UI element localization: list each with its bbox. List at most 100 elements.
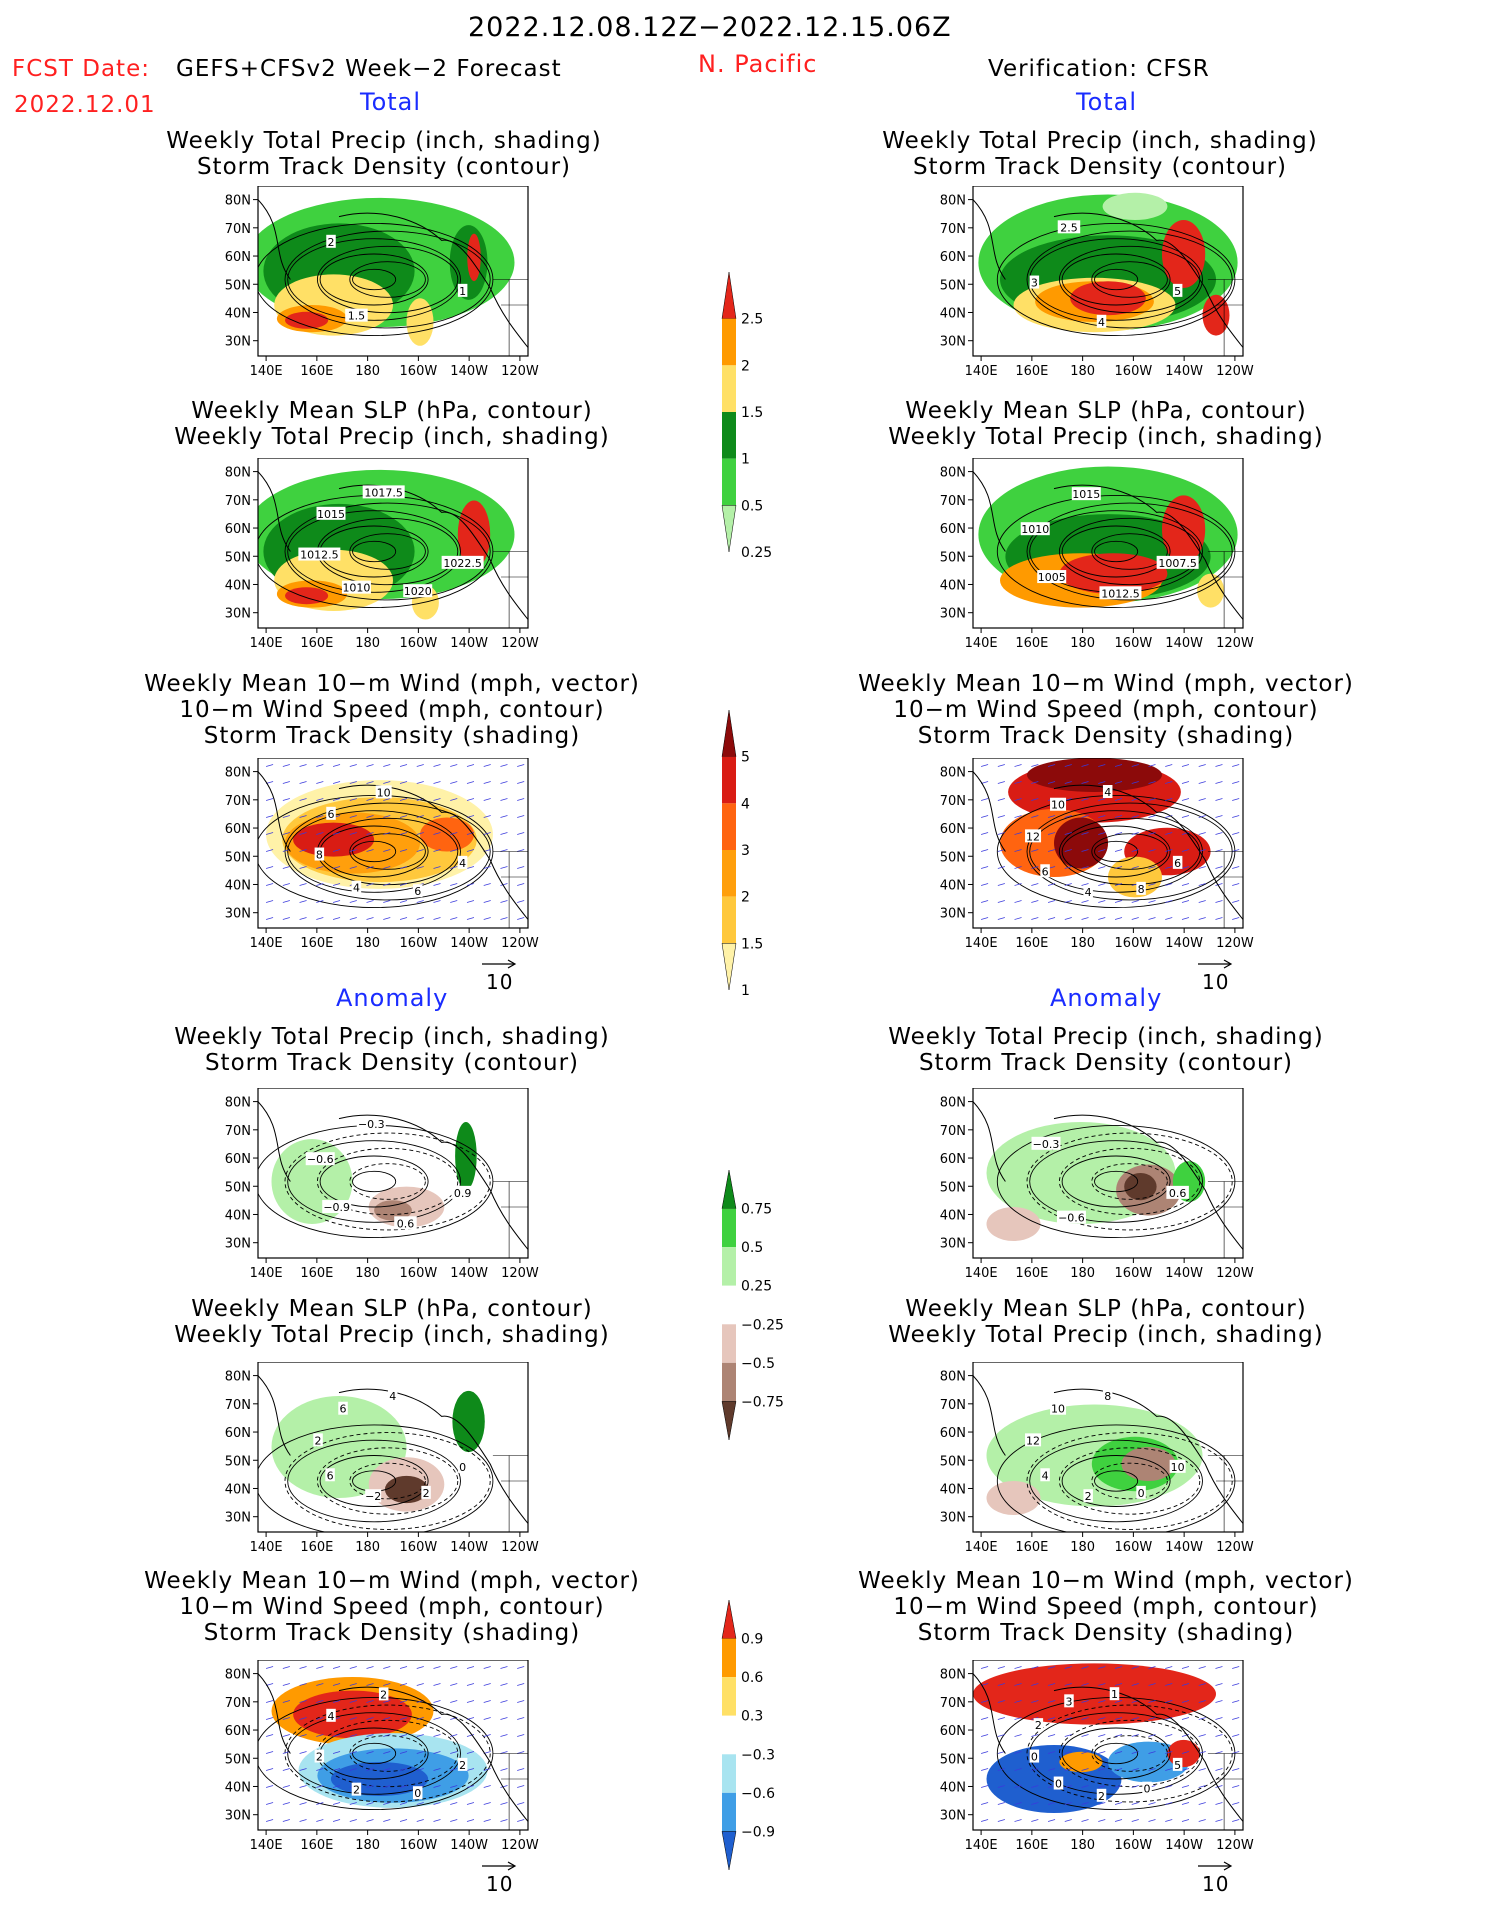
wind-vector (517, 832, 525, 835)
shading-region (986, 1481, 1041, 1515)
wind-vector (282, 815, 290, 818)
political-boundary (1207, 279, 1243, 356)
coastline (973, 199, 1243, 348)
wind-vector (332, 1802, 341, 1805)
fc-total-slp-title: Weekly Mean SLP (hPa, contour) Weekly Tot… (174, 398, 610, 450)
wind-vector (332, 1700, 341, 1703)
svg-text:0: 0 (1144, 1783, 1151, 1796)
lat-tick-label: 60N (940, 1152, 966, 1167)
svg-text:1015: 1015 (1072, 488, 1100, 501)
vector-ref-value: 10 (1202, 970, 1230, 994)
wind-vector (1114, 832, 1123, 835)
contour-label: −0.3 (1031, 1136, 1061, 1151)
wind-vector (1198, 781, 1206, 784)
contour-label: 12 (1025, 829, 1042, 843)
wind-vector (299, 917, 307, 920)
contour-label: 1.5 (345, 308, 368, 323)
wind-vector (1047, 1734, 1056, 1737)
wind-vector (1215, 1768, 1223, 1771)
wind-vector (1064, 866, 1072, 869)
contour-line (287, 1439, 461, 1523)
wind-vector (483, 1785, 491, 1788)
svg-text:2: 2 (459, 1759, 466, 1772)
wind-vector (332, 781, 341, 784)
contour-line (316, 1147, 459, 1216)
lat-tick-label: 80N (225, 1096, 251, 1111)
wind-vector (1198, 1768, 1206, 1771)
wind-vector (1232, 1768, 1240, 1771)
wind-vector (316, 1802, 324, 1805)
wind-vector (981, 917, 989, 920)
contour-line (1061, 1727, 1171, 1780)
lat-tick-label: 70N (225, 494, 251, 509)
wind-vector (1181, 849, 1190, 852)
contour-label: 4 (1096, 314, 1107, 329)
wind-vector (433, 1819, 441, 1822)
lon-tick-label: 140W (1165, 1540, 1203, 1555)
lon-tick-label: 140E (250, 1266, 283, 1281)
colorbar-swatch (722, 458, 736, 506)
lat-tick-label: 60N (940, 522, 966, 537)
wind-vector (1031, 1802, 1039, 1805)
wind-vector (1014, 781, 1022, 784)
wind-vector (1215, 1666, 1223, 1669)
wind-vector (1081, 900, 1089, 903)
svg-text:4: 4 (328, 1710, 335, 1723)
wind-vector (1148, 1666, 1156, 1669)
lat-tick-label: 80N (940, 466, 966, 481)
wind-vector (1081, 1700, 1089, 1703)
wind-vector (1232, 798, 1240, 801)
wind-vector (433, 832, 441, 835)
wind-vector (1232, 1819, 1240, 1822)
ver-total-precip-title: Weekly Total Precip (inch, shading) Storm… (882, 128, 1318, 180)
wind-vector (299, 1768, 307, 1771)
wind-vector (1131, 866, 1139, 869)
wind-vector (1114, 1683, 1123, 1686)
contour-label: 4 (457, 855, 468, 870)
coastline (258, 1101, 528, 1250)
wind-vector (383, 849, 391, 852)
wind-vector (1165, 1785, 1173, 1788)
svg-text:0: 0 (1138, 1487, 1145, 1500)
wind-vector (1014, 1751, 1022, 1754)
lat-tick-label: 60N (225, 1724, 251, 1739)
contour-line (284, 802, 491, 901)
ver-anom-wind-title: Weekly Mean 10−m Wind (mph, vector) 10−m … (858, 1568, 1354, 1646)
wind-vector (1165, 1734, 1173, 1737)
contour-line (1091, 533, 1168, 570)
lon-tick-label: 160E (1015, 636, 1048, 651)
lat-tick-label: 60N (940, 1724, 966, 1739)
wind-vector (1131, 849, 1139, 852)
lat-tick-label: 30N (225, 607, 251, 622)
verification-anomaly-heading: Anomaly (1050, 984, 1163, 1012)
svg-text:2: 2 (315, 1434, 322, 1447)
wind-vector (1047, 900, 1056, 903)
wind-vector (383, 900, 391, 903)
svg-text:2.5: 2.5 (1060, 221, 1078, 234)
shading-region (1027, 758, 1162, 792)
wind-vector (1031, 1683, 1039, 1686)
colorbar-swatch (722, 1285, 736, 1325)
wind-vector (1198, 1802, 1206, 1805)
wind-vector (466, 849, 475, 852)
wind-vector (1098, 1768, 1106, 1771)
lat-tick-label: 60N (940, 250, 966, 265)
contour-line (284, 1704, 491, 1803)
svg-text:6: 6 (1042, 865, 1049, 878)
arrow-right-icon (1198, 1861, 1233, 1871)
wind-vector (1148, 883, 1156, 886)
wind-vector (1047, 1802, 1056, 1805)
wind-vector (282, 1768, 290, 1771)
fcst-date-label: FCST Date: (12, 56, 150, 82)
contour-label: 2 (1033, 1718, 1044, 1732)
wind-vector (981, 1768, 989, 1771)
wind-vector (383, 866, 391, 869)
political-boundary (1207, 1181, 1243, 1258)
wind-vector (299, 1717, 307, 1720)
wind-vector (1064, 1785, 1072, 1788)
wind-vector (1014, 1819, 1022, 1822)
plot-frame (972, 1088, 1244, 1259)
svg-text:5: 5 (1174, 285, 1181, 298)
colorbar-swatch (721, 1169, 737, 1209)
contour-label: 1015 (1071, 487, 1101, 501)
